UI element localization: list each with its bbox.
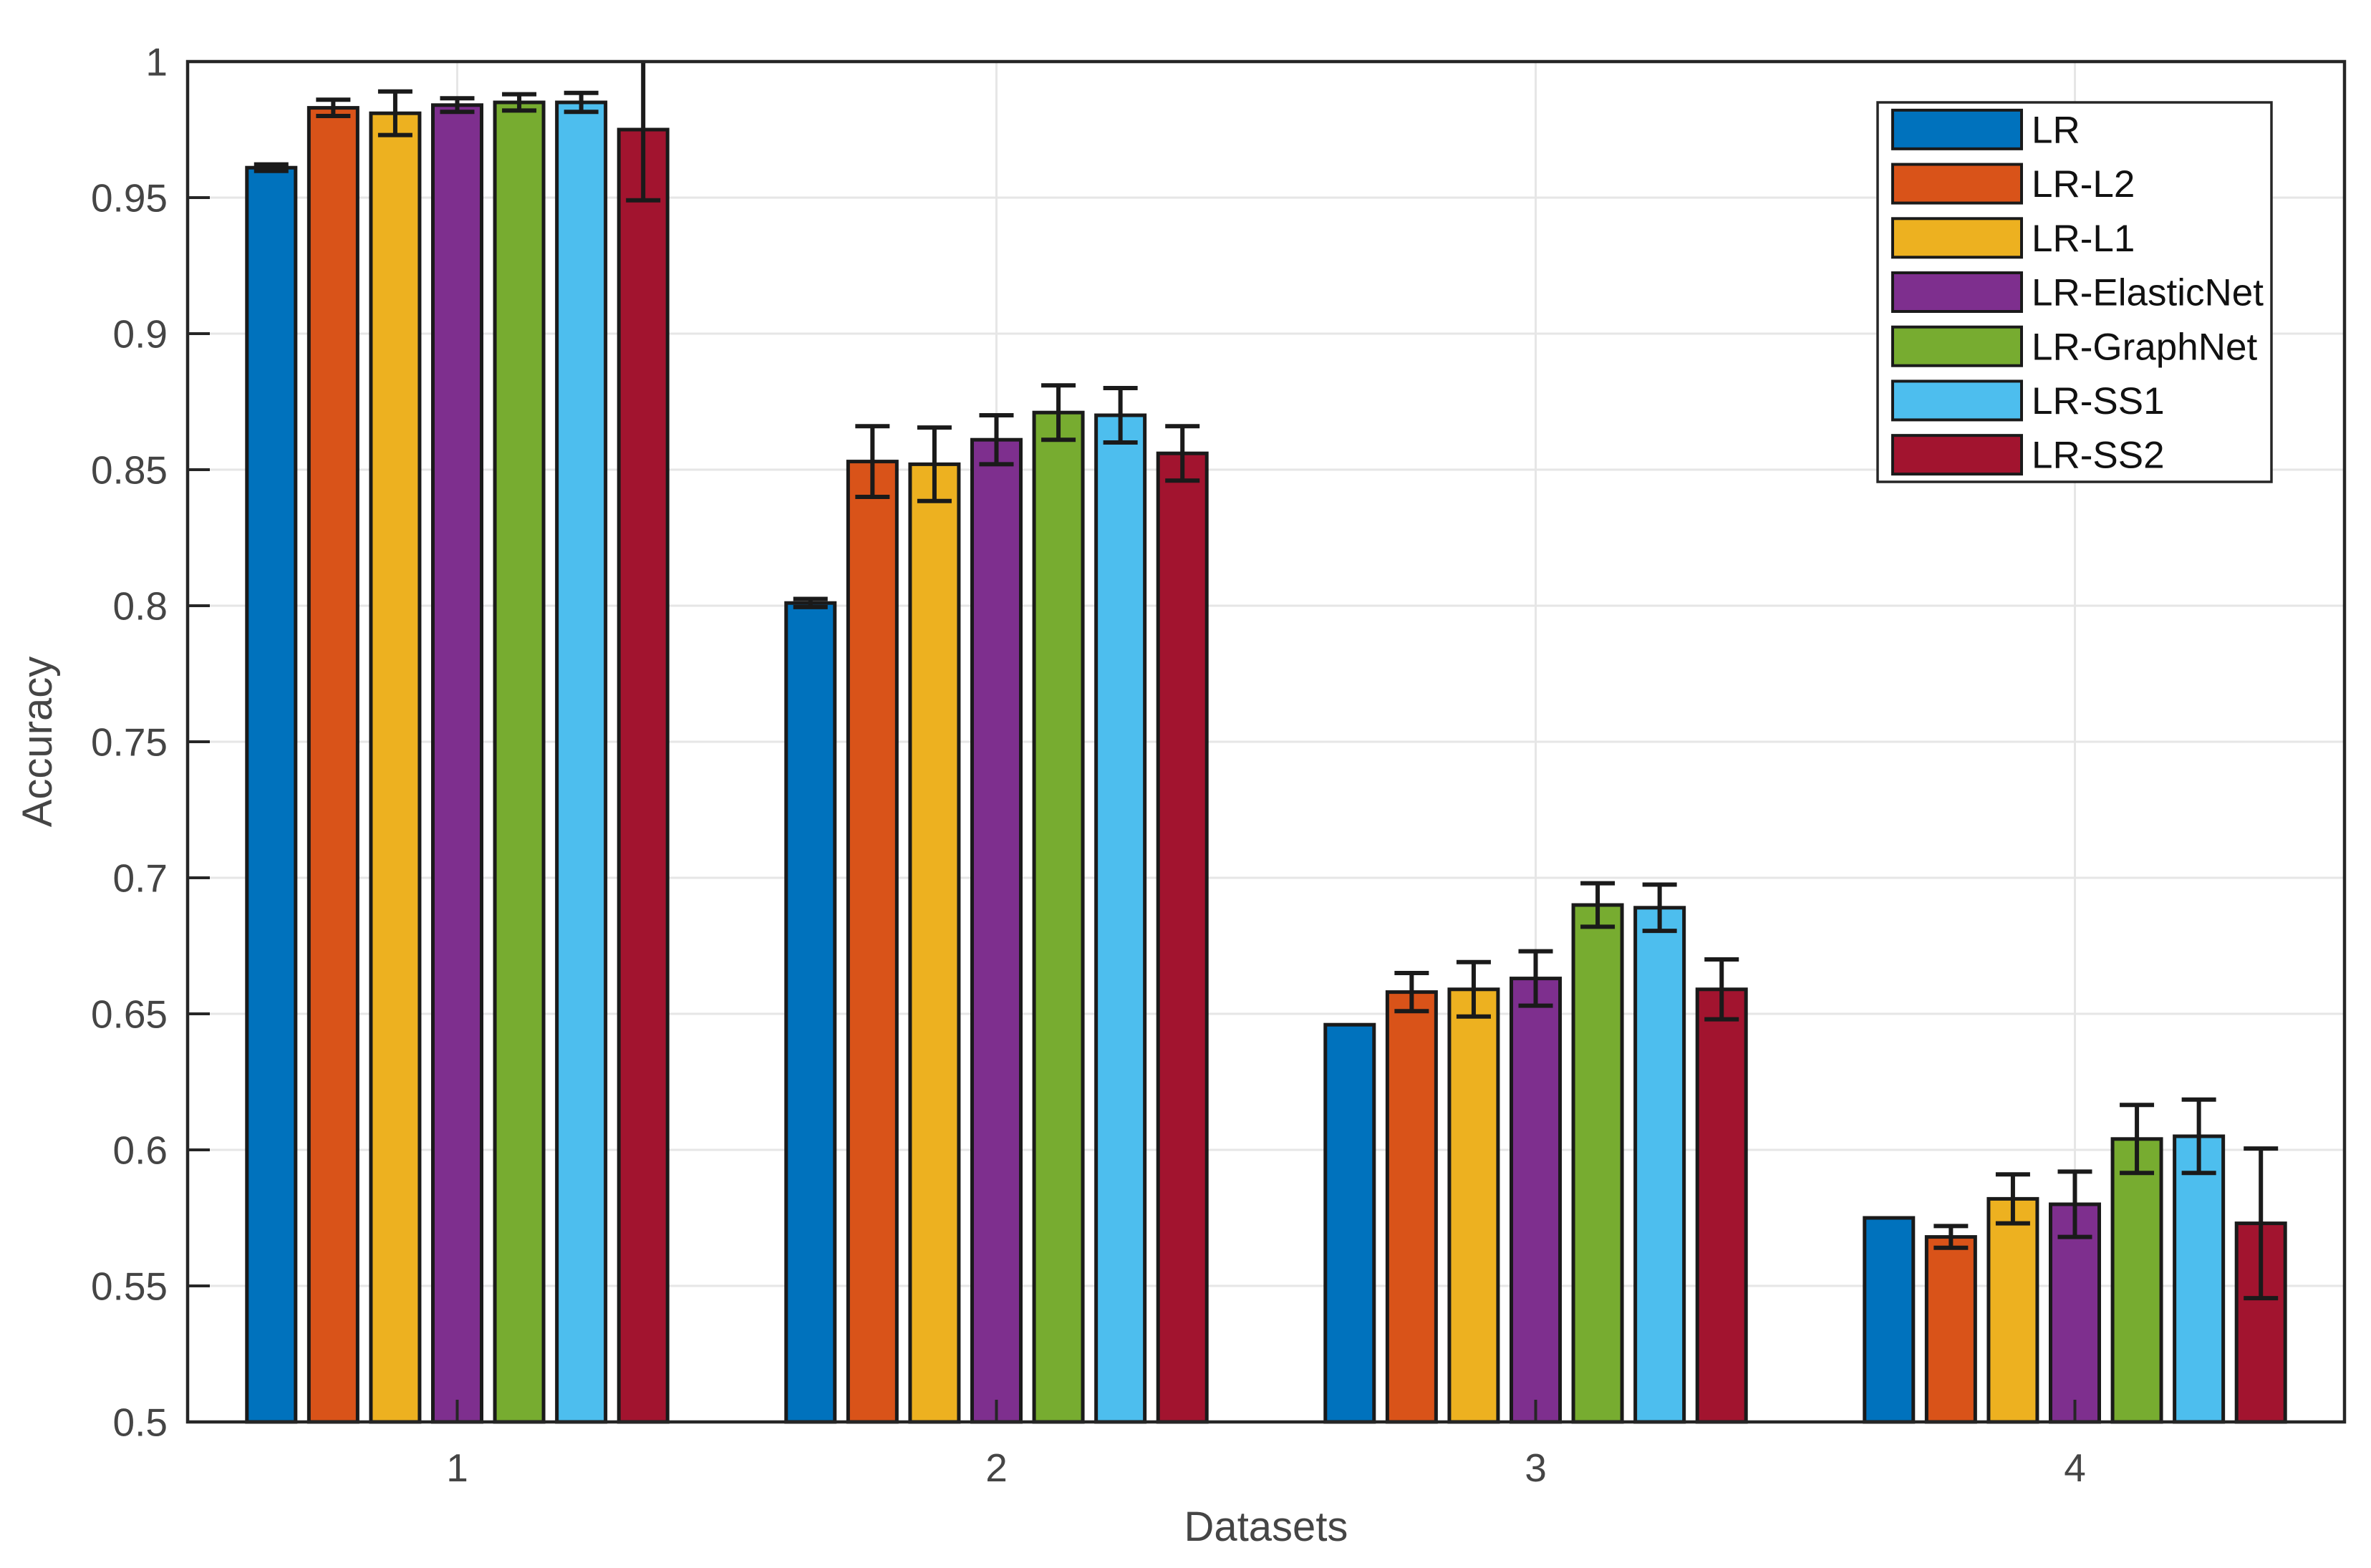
x-axis-label: Datasets xyxy=(1184,1504,1348,1550)
bar-LR-SS1-dataset1 xyxy=(555,100,608,1424)
x-tick-label: 3 xyxy=(1525,1446,1547,1490)
bar-LR-dataset4 xyxy=(1863,1216,1916,1424)
bar-LR-SS1-dataset2 xyxy=(1094,413,1147,1424)
legend-label: LR-ElasticNet xyxy=(2032,272,2264,314)
bar-LR-dataset3 xyxy=(1323,1022,1376,1424)
x-tick-label: 1 xyxy=(446,1446,468,1490)
bar-LR-L1-dataset3 xyxy=(1447,987,1500,1424)
bar-LR-L2-dataset4 xyxy=(1924,1235,1977,1424)
bar-LR-SS1-dataset4 xyxy=(2173,1134,2226,1424)
bar-LR-ElasticNet-dataset1 xyxy=(431,103,483,1424)
bar-LR-GraphNet-dataset2 xyxy=(1032,410,1085,1424)
bar-LR-dataset1 xyxy=(245,165,298,1424)
bar-LR-ElasticNet-dataset2 xyxy=(970,437,1023,1424)
y-axis-label: Accuracy xyxy=(14,657,61,828)
bar-LR-SS2-dataset1 xyxy=(617,127,670,1424)
legend-swatch-LR-ElasticNet xyxy=(1891,271,2023,313)
legend-label: LR-L1 xyxy=(2032,218,2135,260)
y-tick-label: 1 xyxy=(145,39,168,84)
legend-swatch-LR-L1 xyxy=(1891,217,2023,259)
legend-swatch-LR xyxy=(1891,108,2023,150)
y-tick-label: 0.7 xyxy=(113,856,168,900)
x-tick-label: 4 xyxy=(2064,1446,2086,1490)
y-tick-label: 0.95 xyxy=(91,175,168,220)
y-tick-label: 0.8 xyxy=(113,584,168,628)
bar-LR-L1-dataset4 xyxy=(1986,1196,2039,1424)
y-tick-label: 0.85 xyxy=(91,447,168,492)
legend-label: LR-GraphNet xyxy=(2032,326,2257,368)
bar-LR-L1-dataset1 xyxy=(369,111,422,1424)
bar-LR-L2-dataset2 xyxy=(846,460,899,1424)
bar-LR-SS1-dataset3 xyxy=(1633,906,1686,1424)
bar-LR-L2-dataset3 xyxy=(1385,990,1438,1424)
y-tick-label: 0.5 xyxy=(113,1400,168,1444)
bar-LR-SS2-dataset2 xyxy=(1156,451,1209,1424)
legend-label: LR xyxy=(2032,109,2080,151)
legend-swatch-LR-SS2 xyxy=(1891,434,2023,476)
y-tick-label: 0.55 xyxy=(91,1264,168,1308)
bar-LR-GraphNet-dataset4 xyxy=(2110,1137,2163,1424)
legend-swatch-LR-L2 xyxy=(1891,163,2023,205)
bar-LR-GraphNet-dataset1 xyxy=(493,100,546,1424)
legend-swatch-LR-GraphNet xyxy=(1891,325,2023,367)
legend-swatch-LR-SS1 xyxy=(1891,379,2023,422)
y-tick-label: 0.75 xyxy=(91,720,168,764)
bar-LR-L1-dataset2 xyxy=(908,462,961,1424)
bar-LR-L2-dataset1 xyxy=(306,106,359,1424)
y-tick-label: 0.9 xyxy=(113,311,168,356)
bar-LR-GraphNet-dataset3 xyxy=(1571,903,1624,1424)
y-tick-label: 0.65 xyxy=(91,992,168,1036)
legend-label: LR-SS2 xyxy=(2032,435,2165,477)
y-tick-label: 0.6 xyxy=(113,1128,168,1172)
x-tick-label: 2 xyxy=(985,1446,1008,1490)
bar-LR-dataset2 xyxy=(784,601,837,1424)
legend-label: LR-L2 xyxy=(2032,163,2135,205)
bar-LR-SS2-dataset3 xyxy=(1695,987,1748,1424)
legend-label: LR-SS1 xyxy=(2032,380,2165,422)
bar-LR-ElasticNet-dataset3 xyxy=(1510,977,1562,1424)
